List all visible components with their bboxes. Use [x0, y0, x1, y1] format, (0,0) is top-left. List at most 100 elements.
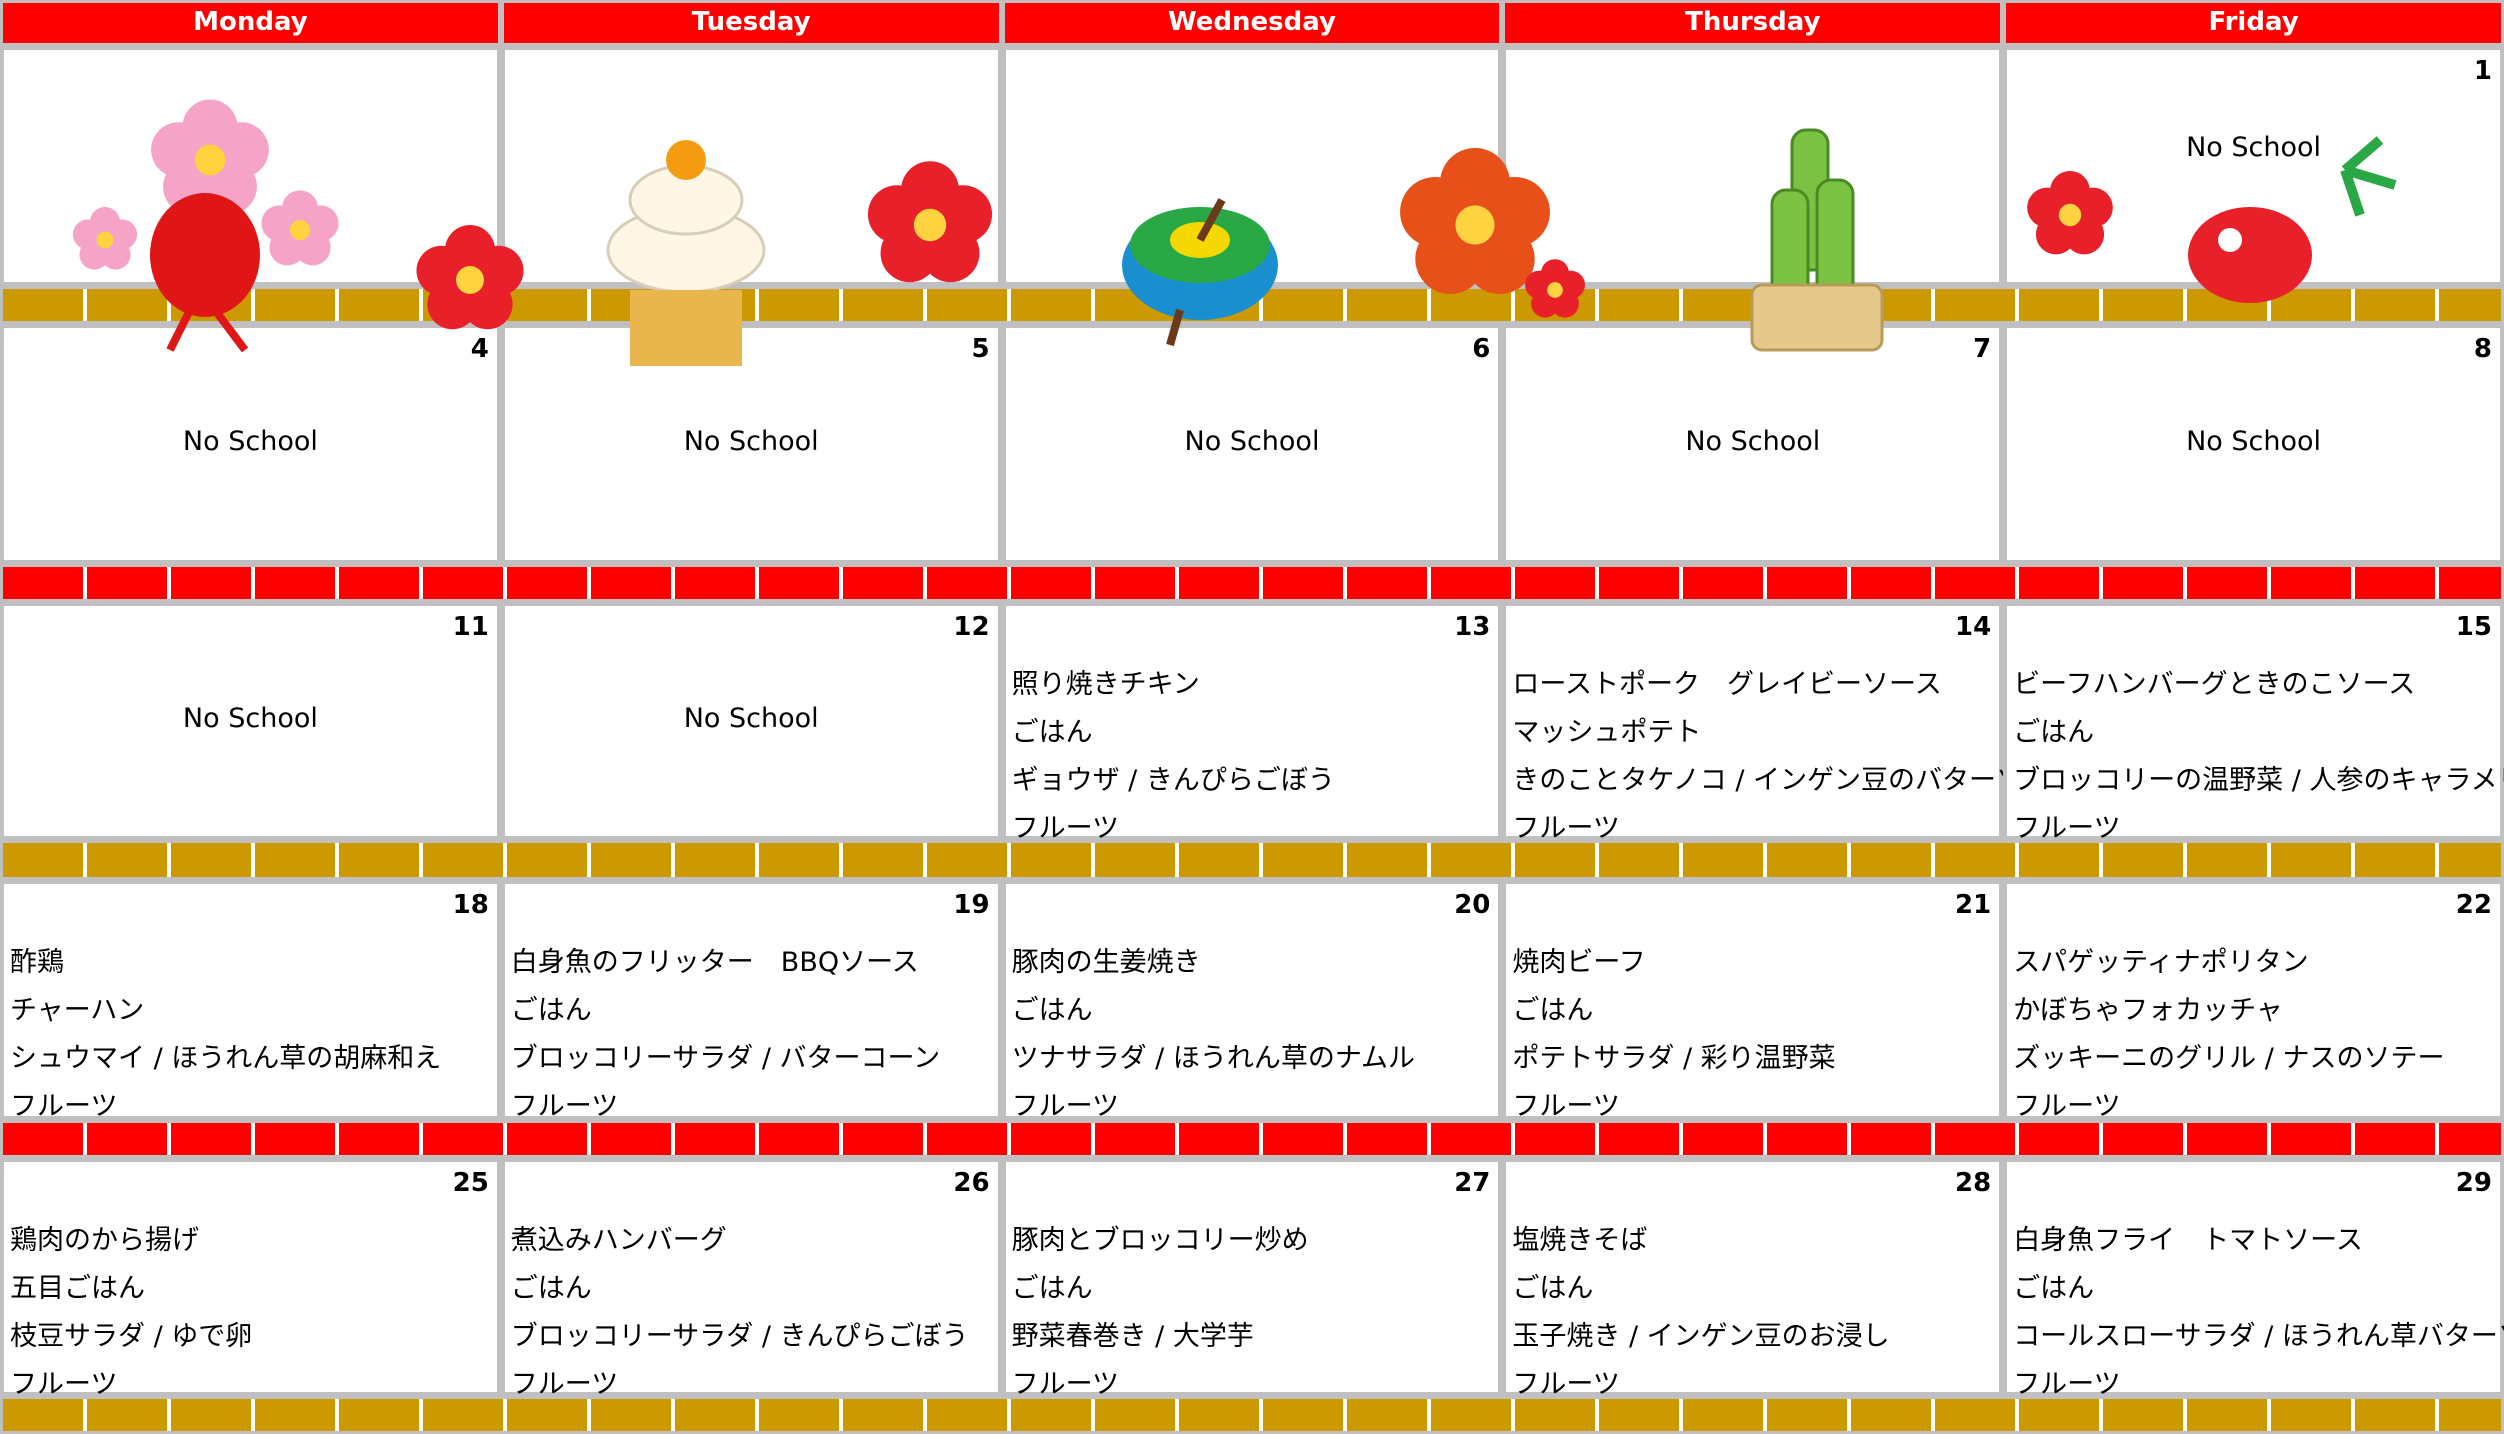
day-cell [1001, 46, 1503, 286]
menu-item: フルーツ [2013, 1091, 2121, 1122]
divider-band [0, 1396, 2504, 1434]
day-cell: 7 No School [1502, 324, 2004, 564]
day-cell: 12 No School [500, 602, 1002, 840]
menu-item: フルーツ [1512, 813, 1620, 844]
menu-item: 五目ごはん [10, 1273, 145, 1304]
day-header: Thursday [1502, 0, 2004, 46]
cell-note: No School [2186, 132, 2322, 163]
menu-item: シュウマイ / ほうれん草の胡麻和え [10, 1043, 442, 1074]
divider-band [0, 1120, 2504, 1158]
menu-item: コールスローサラダ / ほうれん草バターソテー [2013, 1321, 2504, 1352]
menu-item: フルーツ [10, 1369, 118, 1400]
day-number: 14 [1955, 612, 1992, 642]
menu-item: フルーツ [10, 1091, 118, 1122]
menu-item: 鶏肉のから揚げ [10, 1225, 199, 1256]
day-cell: 26 煮込みハンバーグ ごはん ブロッコリーサラダ / きんぴらごぼう フルーツ [500, 1158, 1002, 1400]
day-cell: 19 白身魚のフリッター BBQソース ごはんブロッコリーサラダ / バターコーンフ… [500, 880, 1002, 1122]
menu-item: フルーツ [510, 1091, 619, 1122]
menu-item: フルーツ [1512, 1369, 1620, 1400]
menu-item: ブロッコリーの温野菜 / 人参のキャラメリゼ [2013, 765, 2504, 796]
day-number: 4 [470, 334, 489, 364]
day-header: Friday [2003, 0, 2504, 46]
day-cell: 13 照り焼きチキン ごはん ギョウザ / きんぴらごぼう フルーツ [1001, 602, 1503, 844]
divider-band [0, 564, 2504, 602]
menu-item: ごはん [510, 1273, 592, 1304]
menu-item: 煮込みハンバーグ [510, 1225, 727, 1256]
menu-item: フルーツ [2013, 1369, 2121, 1400]
menu-item: 焼肉ビーフ [1512, 947, 1646, 978]
menu-item: ブロッコリーサラダ / バターコーン [510, 1043, 941, 1074]
menu-item: ビーフハンバーグときのこソース [2013, 669, 2416, 700]
menu-item: ごはん [1011, 717, 1093, 748]
menu-item: フルーツ [1512, 1091, 1620, 1122]
day-cell: 20 豚肉の生姜焼き ごはん ツナサラダ / ほうれん草のナムル フルーツ [1001, 880, 1503, 1122]
cell-note: No School [683, 703, 819, 734]
menu-item: ごはん [1512, 995, 1594, 1026]
day-number: 8 [2473, 334, 2492, 364]
day-number: 28 [1955, 1168, 1992, 1198]
menu-item: フルーツ [510, 1369, 619, 1400]
day-number: 29 [2455, 1168, 2492, 1198]
day-number: 21 [1955, 890, 1992, 920]
day-cell: 15 ビーフハンバーグときのこソース ごはん ブロッコリーの温野菜 / 人参のキャラメ… [2003, 602, 2504, 844]
menu-item: ごはん [2013, 1273, 2095, 1304]
day-number: 18 [452, 890, 489, 920]
day-cell: 1 No School [2003, 46, 2504, 286]
menu-item: ローストポーク グレイビーソース [1512, 669, 1942, 700]
day-number: 6 [1472, 334, 1491, 364]
day-number: 1 [2473, 56, 2492, 86]
menu-item: 白身魚のフリッター BBQソース [510, 947, 919, 978]
day-cell [0, 46, 501, 286]
day-number: 13 [1454, 612, 1491, 642]
day-cell: 8 No School [2003, 324, 2504, 564]
menu-item: 枝豆サラダ / ゆで卵 [10, 1321, 253, 1352]
menu-item: ごはん [1011, 1273, 1093, 1304]
day-cell: 18 酢鶏 チャーハン シュウマイ / ほうれん草の胡麻和え フルーツ [0, 880, 501, 1122]
menu-item: 野菜春巻き / 大学芋 [1011, 1321, 1254, 1352]
day-cell: 4 No School [0, 324, 501, 564]
menu-item: 豚肉の生姜焼き [1011, 947, 1201, 978]
day-cell: 25 鶏肉のから揚げ 五目ごはん 枝豆サラダ / ゆで卵 フルーツ [0, 1158, 501, 1400]
day-cell [500, 46, 1002, 286]
menu-item: ギョウザ / きんぴらごぼう [1011, 765, 1335, 796]
menu-item: フルーツ [1011, 813, 1120, 844]
day-header: Monday [0, 0, 501, 46]
day-number: 27 [1454, 1168, 1491, 1198]
day-cell: 28 塩焼きそばごはん玉子焼き / インゲン豆のお浸し フルーツ [1502, 1158, 2004, 1400]
menu-item: 玉子焼き / インゲン豆のお浸し [1512, 1321, 1890, 1352]
menu-item: ポテトサラダ / 彩り温野菜 [1512, 1043, 1836, 1074]
day-cell: 14 ローストポーク グレイビーソース マッシュポテトきのことタケノコ / インゲン… [1502, 602, 2077, 844]
cell-note: No School [2186, 426, 2322, 457]
day-number: 7 [1973, 334, 1992, 364]
day-cell: 27 豚肉とブロッコリー炒め ごはん 野菜春巻き / 大学芋 フルーツ [1001, 1158, 1503, 1400]
day-number: 15 [2455, 612, 2492, 642]
day-number: 11 [452, 612, 489, 642]
menu-item: マッシュポテト [1512, 717, 1702, 748]
menu-item: スパゲッティナポリタン [2013, 947, 2309, 978]
menu-item: 酢鶏 [10, 947, 64, 978]
menu-item: ごはん [1011, 995, 1093, 1026]
menu-item: 白身魚フライ トマトソース [2013, 1225, 2363, 1256]
menu-item: 豚肉とブロッコリー炒め [1011, 1225, 1309, 1256]
menu-item: きのことタケノコ / インゲン豆のバターソテー [1512, 765, 2078, 796]
day-number: 20 [1454, 890, 1491, 920]
menu-item: フルーツ [2013, 813, 2121, 844]
menu-item: 塩焼きそば [1512, 1225, 1648, 1256]
day-number: 22 [2455, 890, 2492, 920]
menu-item: ブロッコリーサラダ / きんぴらごぼう [510, 1321, 969, 1352]
divider-band [0, 840, 2504, 880]
day-header: Wednesday [1001, 0, 1503, 46]
menu-item: かぼちゃフォカッチャ [2013, 995, 2283, 1026]
day-number: 12 [953, 612, 990, 642]
day-cell: 22 スパゲッティナポリタン かぼちゃフォカッチャ ズッキーニのグリル / ナスのソテ… [2003, 880, 2504, 1122]
day-cell: 11 No School [0, 602, 501, 840]
menu-item: ごはん [1512, 1273, 1594, 1304]
day-cell: 5 No School [500, 324, 1002, 564]
menu-item: ごはん [510, 995, 592, 1026]
day-number: 19 [953, 890, 990, 920]
cell-note: No School [182, 703, 318, 734]
day-cell: 21 焼肉ビーフごはんポテトサラダ / 彩り温野菜 フルーツ [1502, 880, 2004, 1122]
day-header: Tuesday [500, 0, 1002, 46]
